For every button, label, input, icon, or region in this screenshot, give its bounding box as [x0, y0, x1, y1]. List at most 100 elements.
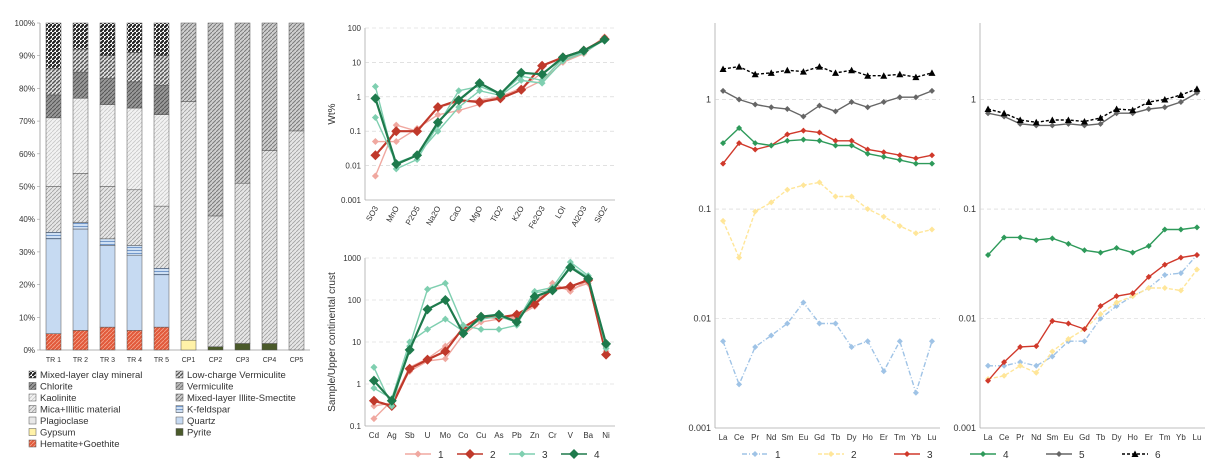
bar-segment-chlorite — [153, 84, 170, 115]
legend-label-4: 3 — [927, 450, 933, 461]
data-point-r1 — [736, 381, 743, 388]
data-point-r6 — [735, 63, 743, 70]
x-tick-label-3: Sm — [781, 433, 793, 442]
data-point-r3 — [1033, 343, 1040, 350]
data-point-r2 — [768, 199, 775, 206]
data-point-r2 — [816, 179, 823, 186]
data-point-s4 — [599, 34, 610, 45]
data-point-r3 — [1065, 320, 1072, 327]
data-point-r2 — [912, 230, 919, 237]
data-point-r6 — [1048, 116, 1056, 124]
x-tick-label-0: TR 5 — [154, 357, 169, 364]
series-line-r5 — [722, 90, 933, 118]
data-point-r6 — [799, 68, 807, 75]
y-tick-label-0: 100% — [15, 19, 35, 28]
y-axis-label-2: Sample/Upper continental crust — [327, 272, 338, 412]
data-point-r3 — [1177, 254, 1184, 261]
x-tick-label-4: Nd — [1031, 433, 1041, 442]
legend-label-4: 2 — [851, 450, 857, 461]
legend-label-4: 1 — [775, 450, 781, 461]
data-point-r2 — [864, 206, 871, 213]
data-point-s2 — [601, 349, 612, 360]
series-line-r6 — [722, 65, 933, 78]
x-tick-label-3: Dy — [847, 433, 857, 442]
legend-label-2: 4 — [594, 450, 600, 461]
data-point-r1 — [832, 320, 839, 327]
x-tick-label-2: Mo — [440, 431, 452, 440]
data-point-r6 — [984, 105, 992, 112]
data-point-s4 — [565, 262, 576, 273]
data-point-s4 — [368, 375, 379, 386]
data-point-r6 — [1129, 106, 1137, 114]
data-point-r2 — [1113, 299, 1120, 306]
x-tick-label-2: Sb — [405, 431, 415, 440]
data-point-r1 — [800, 299, 807, 306]
legend-swatch — [28, 393, 37, 402]
data-point-r6 — [928, 69, 936, 76]
data-point-s3 — [459, 321, 467, 329]
data-point-r2 — [1145, 284, 1152, 291]
data-point-s3 — [424, 285, 431, 293]
data-point-s4 — [422, 304, 433, 315]
x-tick-label-0: CP2 — [209, 357, 223, 364]
legend-label-2: 2 — [490, 450, 496, 461]
data-point-r3 — [1145, 273, 1152, 280]
data-point-r4 — [912, 160, 919, 167]
data-point-s1 — [371, 172, 379, 180]
y-tick-label-2: 100 — [348, 296, 362, 305]
data-point-s3 — [371, 114, 379, 122]
data-point-s3 — [531, 287, 539, 295]
legend-marker-r4 — [980, 451, 986, 457]
data-point-s4 — [547, 285, 558, 296]
bar-segment-quartz — [153, 274, 170, 328]
bar-segment-mixedIS — [180, 22, 197, 102]
legend-swatch — [175, 370, 184, 379]
data-point-r1 — [896, 338, 903, 345]
data-point-r6 — [1097, 114, 1105, 121]
data-point-r3 — [1193, 252, 1200, 259]
legend-marker-r6 — [1131, 450, 1139, 457]
data-point-r5 — [832, 108, 839, 115]
data-point-s2 — [404, 363, 415, 374]
data-point-s3 — [424, 325, 431, 333]
y-tick-label-0: 30% — [19, 248, 35, 257]
data-point-s2 — [391, 126, 402, 137]
series-line-r1 — [988, 254, 1198, 367]
data-point-r6 — [1000, 109, 1008, 117]
bar-segment-mixedIS — [207, 22, 224, 217]
data-point-s3 — [476, 87, 484, 95]
x-tick-label-1: SO3 — [364, 204, 380, 223]
data-point-r4 — [1193, 224, 1200, 231]
data-point-r5 — [784, 105, 791, 112]
data-point-s4 — [529, 291, 540, 302]
data-point-r1 — [928, 338, 935, 345]
data-point-r4 — [1065, 240, 1072, 247]
data-point-s1 — [441, 355, 449, 363]
data-point-r2 — [880, 213, 887, 220]
x-tick-label-1: MnO — [385, 205, 401, 225]
data-point-s3 — [370, 384, 378, 392]
data-point-r3 — [1049, 317, 1056, 324]
bar-segment-quartz — [126, 254, 143, 331]
legend-swatch — [28, 382, 37, 390]
data-point-s4 — [386, 395, 397, 406]
data-point-r4 — [1001, 234, 1008, 241]
data-point-s4 — [583, 273, 594, 284]
x-tick-label-1: SiO2 — [593, 204, 610, 224]
data-point-r4 — [1177, 226, 1184, 233]
data-point-s1 — [434, 111, 442, 119]
y-tick-label-4: 0.01 — [958, 314, 976, 324]
data-point-r4 — [985, 252, 992, 259]
y-tick-label-0: 50% — [19, 183, 35, 192]
data-point-r6 — [1064, 116, 1072, 124]
data-point-r2 — [1097, 310, 1104, 317]
data-point-r3 — [736, 140, 743, 147]
data-point-r5 — [880, 98, 887, 105]
legend-swatch — [175, 382, 184, 390]
x-tick-label-2: Ag — [387, 431, 397, 440]
legend-marker-r2 — [828, 451, 834, 457]
x-tick-label-2: Cr — [548, 431, 557, 440]
y-tick-label-2: 10 — [352, 338, 361, 347]
y-tick-label-3: 0.01 — [693, 314, 711, 324]
